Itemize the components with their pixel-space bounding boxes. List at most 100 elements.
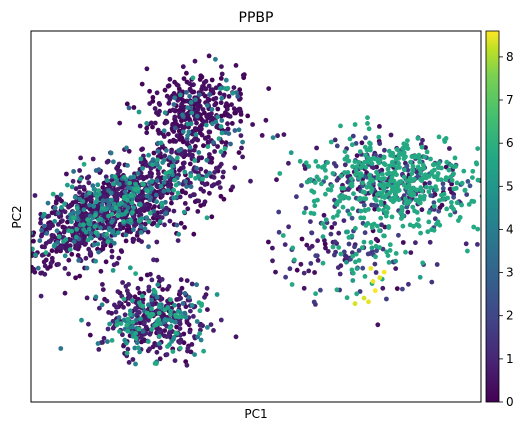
data-point — [127, 311, 133, 317]
data-point — [192, 352, 198, 357]
data-point — [98, 268, 104, 274]
data-point — [154, 349, 160, 355]
data-point — [31, 246, 35, 252]
data-point — [313, 253, 319, 259]
data-point — [94, 198, 100, 204]
data-point — [151, 257, 156, 263]
data-point — [329, 225, 335, 230]
data-point — [76, 258, 82, 263]
data-point — [273, 269, 278, 275]
data-point — [133, 271, 139, 276]
data-point — [188, 193, 193, 199]
data-point — [203, 86, 209, 92]
data-point — [71, 169, 76, 174]
data-point — [286, 160, 291, 166]
data-point — [356, 175, 362, 181]
data-point — [426, 219, 432, 225]
data-point — [47, 239, 53, 245]
data-point — [189, 139, 195, 144]
data-point — [136, 345, 141, 351]
data-point — [219, 95, 225, 101]
data-point — [343, 254, 349, 259]
data-point — [172, 114, 178, 120]
data-point — [225, 85, 231, 91]
data-point — [78, 176, 83, 182]
data-point — [128, 192, 134, 198]
data-point — [323, 167, 328, 173]
data-point — [325, 249, 331, 254]
data-point — [349, 215, 355, 221]
data-point — [148, 120, 154, 126]
data-point — [138, 316, 143, 322]
data-point — [24, 220, 29, 225]
data-point — [413, 240, 418, 246]
data-point — [204, 285, 210, 291]
data-point — [389, 214, 395, 220]
data-point — [149, 178, 155, 184]
data-point — [467, 183, 473, 189]
data-point — [99, 302, 105, 308]
data-point — [335, 265, 341, 270]
data-point — [192, 58, 198, 64]
data-point — [228, 141, 233, 147]
data-point — [38, 270, 44, 276]
data-point — [41, 223, 47, 229]
data-point — [117, 300, 122, 306]
data-point — [204, 113, 210, 119]
data-point — [353, 259, 358, 265]
data-point — [142, 226, 148, 232]
data-point — [212, 149, 218, 154]
data-point — [399, 216, 404, 221]
data-point — [133, 336, 139, 341]
data-point — [108, 150, 114, 156]
data-point — [137, 349, 143, 355]
data-point — [149, 277, 155, 283]
data-point — [394, 286, 400, 291]
data-point — [301, 210, 307, 216]
data-point — [154, 239, 160, 245]
data-point — [411, 185, 417, 191]
data-point — [418, 171, 424, 176]
data-point — [206, 83, 212, 89]
data-point — [201, 348, 207, 354]
data-point — [238, 133, 244, 139]
data-point — [197, 331, 203, 336]
data-point — [166, 83, 172, 89]
data-point — [144, 215, 150, 221]
data-point — [137, 123, 143, 129]
data-point — [125, 197, 130, 203]
data-point — [207, 170, 213, 176]
data-point — [156, 274, 162, 280]
data-point — [384, 249, 389, 255]
data-point — [415, 136, 421, 141]
data-point — [104, 298, 110, 304]
data-point — [88, 230, 94, 236]
data-point — [188, 100, 194, 105]
data-point — [475, 146, 481, 152]
data-point — [274, 177, 279, 183]
data-point — [44, 231, 50, 236]
data-point — [366, 126, 372, 132]
data-point — [166, 284, 172, 289]
high-expression-point — [366, 299, 371, 305]
data-point — [0, 249, 3, 254]
high-expression-point — [352, 301, 358, 307]
data-point — [181, 76, 187, 81]
data-point — [329, 183, 335, 189]
data-point — [136, 326, 142, 332]
data-point — [193, 97, 198, 103]
data-point — [133, 361, 138, 367]
data-point — [13, 247, 18, 252]
data-point — [157, 330, 162, 335]
colorbar-tick-label: 8 — [506, 50, 514, 64]
data-point — [383, 213, 389, 219]
data-point — [345, 229, 350, 235]
data-point — [77, 168, 82, 173]
data-point — [116, 161, 122, 167]
data-point — [122, 312, 128, 318]
data-point — [66, 204, 71, 210]
y-axis-label: PC2 — [10, 205, 24, 228]
data-point — [352, 122, 358, 127]
data-point — [124, 322, 130, 328]
data-point — [77, 273, 83, 279]
